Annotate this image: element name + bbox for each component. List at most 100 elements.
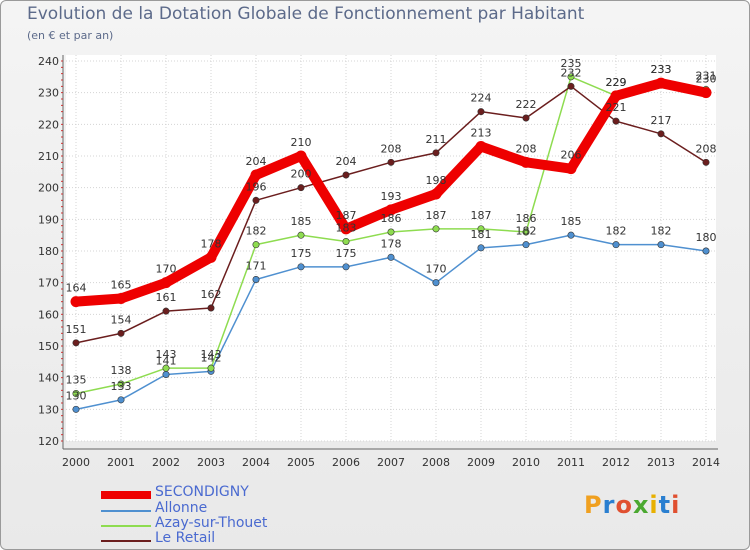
data-label-allonne: 170 [426, 263, 447, 276]
data-label-azay-sur-thouet: 143 [201, 348, 222, 361]
x-tick-label: 2001 [107, 456, 135, 469]
data-point-secondigny [475, 141, 487, 152]
legend-swatch-secondigny [101, 491, 151, 499]
data-point-allonne [657, 241, 665, 249]
data-point-secondigny [70, 296, 82, 308]
data-label-azay-sur-thouet: 186 [381, 212, 402, 225]
data-point-allonne [252, 275, 260, 283]
data-point-le-retail [342, 171, 350, 179]
data-label-azay-sur-thouet: 187 [426, 209, 447, 222]
data-point-allonne [297, 263, 305, 271]
data-label-allonne: 185 [561, 215, 582, 228]
x-tick-label: 2011 [557, 456, 585, 469]
data-label-allonne: 181 [471, 228, 492, 241]
data-point-allonne [162, 370, 170, 378]
data-label-secondigny: 230 [696, 73, 717, 86]
y-tick-label: 120 [38, 435, 59, 448]
data-label-allonne: 171 [246, 260, 267, 273]
data-point-secondigny [115, 293, 127, 304]
data-point-secondigny [340, 223, 352, 235]
data-label-allonne: 133 [111, 380, 132, 393]
data-label-secondigny: 178 [201, 237, 222, 250]
data-label-le-retail: 208 [381, 142, 402, 155]
data-label-le-retail: 151 [66, 323, 87, 336]
data-label-le-retail: 222 [516, 98, 537, 111]
y-tick-label: 180 [38, 245, 59, 258]
data-point-secondigny [430, 188, 442, 200]
data-label-secondigny: 233 [651, 63, 672, 76]
x-tick-label: 2006 [332, 456, 360, 469]
logo-letter: x [632, 491, 650, 519]
data-label-le-retail: 221 [606, 101, 627, 114]
logo-letter: t [658, 491, 672, 519]
data-label-azay-sur-thouet: 231 [696, 70, 717, 83]
legend-swatch-allonne [101, 510, 151, 512]
y-tick-label: 150 [38, 340, 59, 353]
data-label-le-retail: 204 [336, 155, 357, 168]
data-label-azay-sur-thouet: 235 [561, 57, 582, 70]
x-tick-label: 2008 [422, 456, 450, 469]
x-tick-label: 2002 [152, 456, 180, 469]
data-label-allonne: 175 [291, 247, 312, 260]
data-point-secondigny [295, 150, 307, 162]
logo-letter: i [649, 491, 659, 519]
data-label-allonne: 175 [336, 247, 357, 260]
data-point-azay-sur-thouet [252, 241, 260, 249]
x-tick-label: 2007 [377, 456, 405, 469]
data-point-secondigny [655, 77, 667, 89]
data-label-azay-sur-thouet: 229 [606, 76, 627, 89]
x-tick-label: 2014 [692, 456, 720, 469]
data-label-azay-sur-thouet: 182 [246, 225, 267, 238]
x-tick-label: 2013 [647, 456, 675, 469]
data-label-le-retail: 211 [426, 133, 447, 146]
data-point-azay-sur-thouet [207, 364, 215, 372]
data-point-secondigny [520, 156, 532, 168]
legend-label-azay-sur-thouet: Azay-sur-Thouet [155, 515, 268, 531]
x-tick-label: 2010 [512, 456, 540, 469]
x-tick-label: 2005 [287, 456, 315, 469]
data-label-le-retail: 162 [201, 288, 222, 301]
logo-letter: o [615, 491, 633, 519]
data-point-le-retail [387, 158, 395, 166]
data-label-allonne: 182 [606, 225, 627, 238]
data-point-secondigny [205, 251, 217, 263]
data-point-allonne [342, 263, 350, 271]
data-label-le-retail: 217 [651, 114, 672, 127]
data-point-azay-sur-thouet [567, 73, 575, 81]
data-point-azay-sur-thouet [162, 364, 170, 372]
data-label-le-retail: 196 [246, 180, 267, 193]
data-point-le-retail [612, 117, 620, 125]
data-label-secondigny: 164 [66, 282, 87, 295]
data-point-le-retail [162, 307, 170, 315]
x-tick-label: 2003 [197, 456, 225, 469]
data-label-allonne: 182 [516, 225, 537, 238]
y-tick-label: 130 [38, 403, 59, 416]
legend-swatch-azay-sur-thouet [101, 525, 151, 527]
y-tick-label: 230 [38, 87, 59, 100]
y-tick-label: 200 [38, 182, 59, 195]
data-point-allonne [612, 241, 620, 249]
chart-title: Evolution de la Dotation Globale de Fonc… [27, 4, 585, 24]
data-point-le-retail [252, 196, 260, 204]
data-point-allonne [117, 396, 125, 404]
data-point-le-retail [432, 149, 440, 157]
data-point-le-retail [657, 130, 665, 138]
y-tick-label: 240 [38, 55, 59, 68]
data-label-secondigny: 208 [516, 142, 537, 155]
data-label-secondigny: 210 [291, 136, 312, 149]
data-point-azay-sur-thouet [432, 225, 440, 233]
data-label-azay-sur-thouet: 186 [516, 212, 537, 225]
legend-label-secondigny: SECONDIGNY [155, 484, 249, 500]
data-label-azay-sur-thouet: 233 [651, 63, 672, 76]
data-point-le-retail [117, 329, 125, 337]
data-label-secondigny: 165 [111, 279, 132, 292]
data-point-le-retail [567, 82, 575, 90]
x-tick-label: 2012 [602, 456, 630, 469]
data-point-secondigny [565, 163, 577, 175]
data-point-allonne [702, 247, 710, 255]
data-point-le-retail [477, 108, 485, 116]
data-label-azay-sur-thouet: 143 [156, 348, 177, 361]
data-label-allonne: 142 [201, 351, 222, 364]
data-point-secondigny [160, 277, 172, 289]
data-point-allonne [477, 244, 485, 252]
